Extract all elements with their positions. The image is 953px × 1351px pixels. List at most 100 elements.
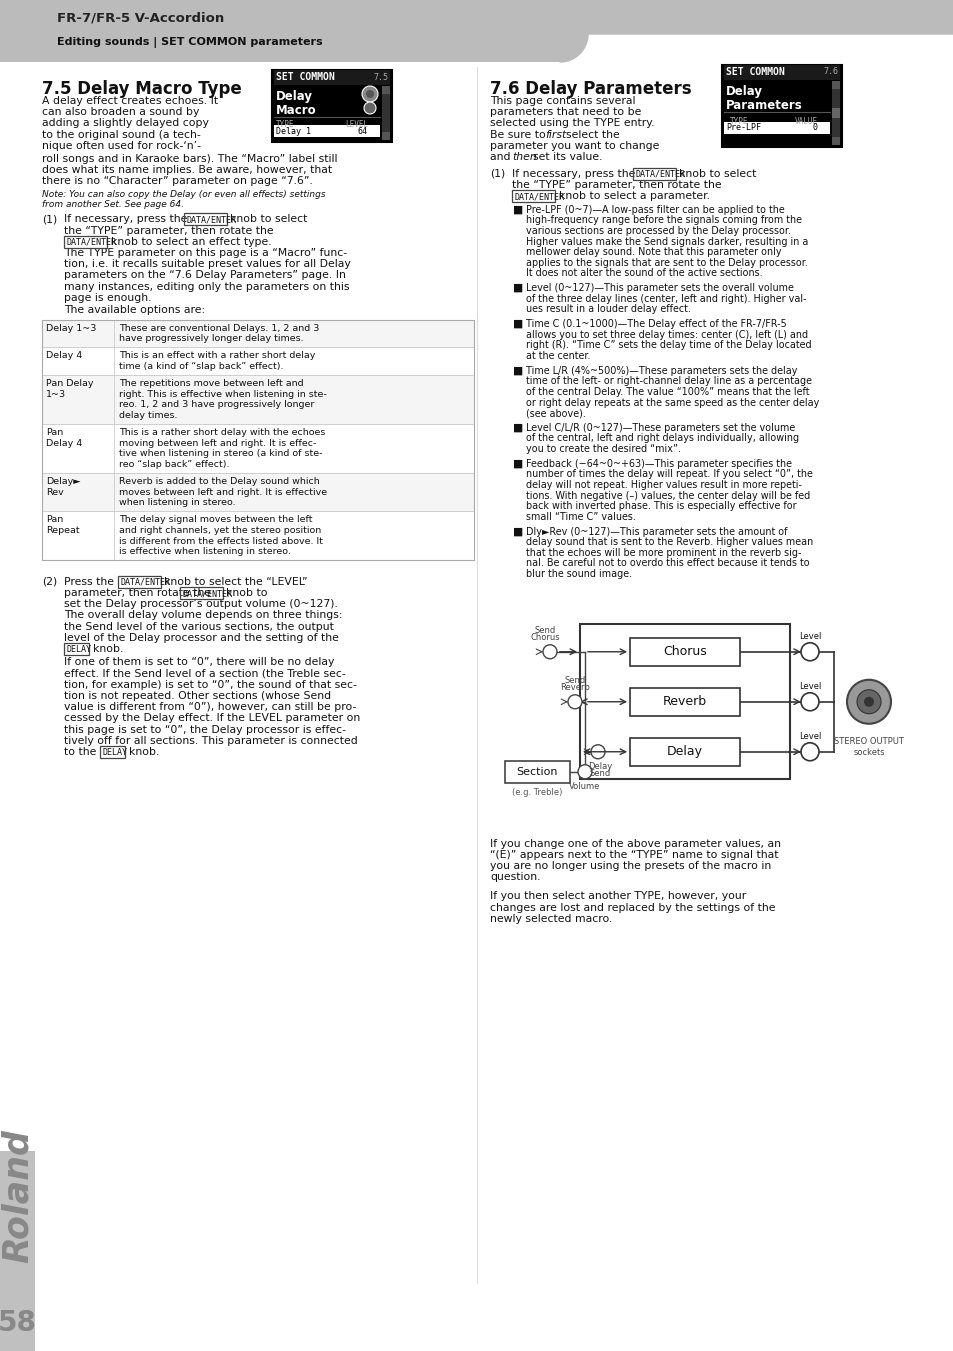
Text: If necessary, press the: If necessary, press the	[512, 169, 635, 178]
Text: knob.: knob.	[129, 747, 159, 757]
Text: Chorus: Chorus	[530, 632, 559, 642]
Text: roll songs and in Karaoke bars). The “Macro” label still: roll songs and in Karaoke bars). The “Ma…	[42, 154, 337, 163]
Text: Pre-LPF: Pre-LPF	[725, 123, 760, 132]
Text: ■: ■	[512, 366, 521, 376]
Text: is different from the effects listed above. It: is different from the effects listed abo…	[119, 536, 323, 546]
Bar	[0, 1151, 35, 1351]
Text: reo “slap back” effect).: reo “slap back” effect).	[119, 461, 230, 469]
Text: you are no longer using the presets of the macro in: you are no longer using the presets of t…	[490, 861, 770, 871]
Bar	[831, 136, 840, 145]
Bar	[118, 576, 161, 588]
Text: DATA/ENTER: DATA/ENTER	[67, 238, 117, 247]
Text: ■: ■	[512, 527, 521, 536]
Text: right. This is effective when listening in ste-: right. This is effective when listening …	[119, 389, 327, 399]
Text: Delay►: Delay►	[46, 477, 80, 486]
Text: sockets: sockets	[852, 747, 883, 757]
Text: FR-7/FR-5 V-Accordion: FR-7/FR-5 V-Accordion	[57, 12, 224, 24]
Text: effect. If the Send level of a section (the Treble sec-: effect. If the Send level of a section (…	[64, 669, 345, 678]
Text: If one of them is set to “0”, there will be no delay: If one of them is set to “0”, there will…	[64, 658, 334, 667]
Circle shape	[801, 643, 818, 661]
Text: Level: Level	[798, 632, 821, 640]
Text: time (a kind of “slap back” effect).: time (a kind of “slap back” effect).	[119, 362, 283, 372]
Text: and: and	[490, 153, 514, 162]
Circle shape	[578, 765, 592, 778]
Circle shape	[361, 86, 377, 101]
Bar	[42, 320, 474, 561]
Text: These are conventional Delays. 1, 2 and 3: These are conventional Delays. 1, 2 and …	[119, 324, 319, 332]
Text: when listening in stereo.: when listening in stereo.	[119, 499, 235, 507]
Text: first: first	[544, 130, 566, 139]
Bar	[381, 132, 390, 141]
Bar	[272, 70, 392, 142]
Text: to the original sound (a tech-: to the original sound (a tech-	[42, 130, 200, 139]
Bar	[381, 86, 390, 95]
Text: Pan: Pan	[46, 428, 63, 436]
Bar	[64, 643, 89, 655]
Bar	[629, 638, 740, 666]
Circle shape	[846, 680, 890, 724]
Bar	[831, 81, 840, 89]
Text: Parameters: Parameters	[725, 99, 801, 112]
Text: Delay: Delay	[666, 746, 702, 758]
Bar	[579, 624, 789, 778]
Text: (see above).: (see above).	[525, 408, 585, 419]
Bar	[184, 213, 227, 226]
Text: 64: 64	[357, 127, 368, 135]
Text: ■: ■	[512, 459, 521, 469]
Text: adding a slightly delayed copy: adding a slightly delayed copy	[42, 119, 209, 128]
Text: the “TYPE” parameter, then rotate the: the “TYPE” parameter, then rotate the	[512, 180, 720, 190]
Bar	[629, 738, 740, 766]
Text: SET COMMON: SET COMMON	[725, 68, 784, 77]
Text: delay times.: delay times.	[119, 411, 177, 420]
Text: ■: ■	[512, 284, 521, 293]
Text: knob to select: knob to select	[679, 169, 756, 178]
Text: newly selected macro.: newly selected macro.	[490, 913, 612, 924]
Text: small “Time C” values.: small “Time C” values.	[525, 512, 636, 521]
Text: Pan: Pan	[46, 515, 63, 524]
Text: The repetitions move between left and: The repetitions move between left and	[119, 378, 303, 388]
Bar	[42, 347, 474, 374]
Text: 7.6: 7.6	[822, 68, 837, 77]
Text: tion is not repeated. Other sections (whose Send: tion is not repeated. Other sections (wh…	[64, 692, 331, 701]
Text: of the central, left and right delays individually, allowing: of the central, left and right delays in…	[525, 434, 799, 443]
Text: moves between left and right. It is effective: moves between left and right. It is effe…	[119, 488, 327, 497]
Circle shape	[856, 690, 880, 713]
Bar	[42, 511, 474, 561]
Text: It does not alter the sound of the active sections.: It does not alter the sound of the activ…	[525, 269, 761, 278]
Text: Pre-LPF (0~7)—A low-pass filter can be applied to the: Pre-LPF (0~7)—A low-pass filter can be a…	[525, 204, 784, 215]
Text: DATA/ENTER: DATA/ENTER	[121, 578, 171, 586]
Bar	[0, 0, 559, 62]
Text: DATA/ENTER: DATA/ENTER	[636, 170, 685, 178]
Text: can also broaden a sound by: can also broaden a sound by	[42, 107, 199, 118]
Text: (1): (1)	[490, 169, 505, 178]
Text: this page is set to “0”, the Delay processor is effec-: this page is set to “0”, the Delay proce…	[64, 724, 346, 735]
Text: Volume: Volume	[569, 782, 600, 790]
Text: tion, i.e. it recalls suitable preset values for all Delay: tion, i.e. it recalls suitable preset va…	[64, 259, 351, 269]
Bar	[723, 65, 840, 80]
Circle shape	[364, 101, 375, 113]
Text: many instances, editing only the parameters on this: many instances, editing only the paramet…	[64, 281, 349, 292]
Circle shape	[366, 91, 374, 99]
Bar	[42, 320, 474, 347]
Text: ■: ■	[512, 204, 521, 215]
Text: number of times the delay will repeat. If you select “0”, the: number of times the delay will repeat. I…	[525, 469, 812, 480]
Bar	[64, 236, 107, 247]
Text: knob.: knob.	[92, 644, 123, 654]
Text: DELAY: DELAY	[103, 748, 128, 757]
Text: TYPE: TYPE	[275, 120, 294, 128]
Text: “(E)” appears next to the “TYPE” name to signal that: “(E)” appears next to the “TYPE” name to…	[490, 850, 778, 861]
Text: nique often used for rock-‘n’-: nique often used for rock-‘n’-	[42, 141, 201, 151]
Text: Dly►Rev (0~127)—This parameter sets the amount of: Dly►Rev (0~127)—This parameter sets the …	[525, 527, 786, 536]
Text: tions. With negative (–) values, the center delay will be fed: tions. With negative (–) values, the cen…	[525, 490, 809, 501]
Text: value is different from “0”), however, can still be pro-: value is different from “0”), however, c…	[64, 703, 356, 712]
Text: parameters on the “7.6 Delay Parameters” page. In: parameters on the “7.6 Delay Parameters”…	[64, 270, 346, 281]
Bar	[180, 588, 223, 598]
Bar	[381, 132, 390, 141]
Text: 1~3: 1~3	[46, 389, 66, 399]
Text: knob to: knob to	[226, 588, 268, 598]
Text: delay will not repeat. Higher values result in more repeti-: delay will not repeat. Higher values res…	[525, 480, 801, 490]
Bar	[42, 473, 474, 511]
Text: knob to select the “LEVEL”: knob to select the “LEVEL”	[164, 577, 308, 586]
Text: Level C/L/R (0~127)—These parameters set the volume: Level C/L/R (0~127)—These parameters set…	[525, 423, 795, 432]
Text: If you change one of the above parameter values, an: If you change one of the above parameter…	[490, 839, 781, 848]
